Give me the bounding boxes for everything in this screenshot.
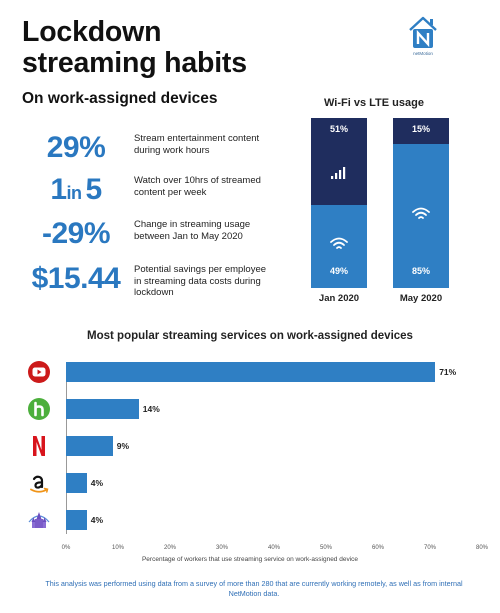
bar-value-label: 14% <box>142 404 160 414</box>
title-line-1: Lockdown <box>22 16 162 48</box>
column-may-2020: 15% 85% <box>393 118 449 288</box>
x-tick-label: 70% <box>423 545 436 551</box>
lte-value-label: 51% <box>329 124 348 134</box>
page-subtitle: On work-assigned devices <box>22 90 218 107</box>
bar-value-label: 9% <box>116 441 130 451</box>
stat-row-3: -29% Change in streaming usage between J… <box>24 216 404 256</box>
stat-row-4: $15.44 Potential savings per employee in… <box>24 261 404 301</box>
cellular-signal-icon <box>331 167 346 180</box>
netflix-icon <box>33 436 45 456</box>
column-jan-2020: 51% 49% <box>311 118 367 288</box>
bar-value-label: 71% <box>439 367 457 377</box>
page-title: Lockdown streaming habits <box>22 17 247 79</box>
stat-value: -29% <box>41 217 111 250</box>
house-logo-icon <box>409 16 437 48</box>
bar-value-label: 4% <box>90 478 104 488</box>
stat-description: Potential savings per employee in stream… <box>134 264 267 298</box>
stat-value: $15.44 <box>31 262 121 295</box>
amazon-icon <box>30 475 49 493</box>
stat-description: Watch over 10hrs of streamed content per… <box>134 175 261 198</box>
stat-description: Stream entertainment content during work… <box>134 133 260 156</box>
bar-netflix <box>66 436 113 456</box>
disney-icon <box>28 512 50 528</box>
lte-segment <box>393 118 449 144</box>
lte-segment <box>311 118 367 205</box>
wifi-segment <box>393 143 449 288</box>
hulu-icon <box>28 398 50 420</box>
logo-text: netMotion <box>413 51 433 56</box>
bar-youtube <box>66 362 436 382</box>
x-tick-label: 30% <box>215 545 228 551</box>
youtube-icon <box>28 361 50 383</box>
lte-value-label: 15% <box>411 124 430 134</box>
x-tick-label: 80% <box>475 545 488 551</box>
x-axis-label: Percentage of workers that use streaming… <box>141 556 359 563</box>
x-label-jan-2020: Jan 2020 <box>318 293 360 304</box>
stat-value: 29% <box>46 131 106 164</box>
x-label-may-2020: May 2020 <box>399 293 443 304</box>
stat-row-2: 1in 5 Watch over 10hrs of streamed conten… <box>24 172 404 212</box>
bar-value-label: 4% <box>90 515 104 525</box>
wifi-icon <box>330 237 348 250</box>
netmotion-logo <box>408 14 438 56</box>
wifi-segment <box>311 204 367 288</box>
streaming-chart-title: Most popular streaming services on work-… <box>87 330 413 342</box>
x-tick-label: 0% <box>61 545 71 551</box>
stat-value: 1in 5 <box>24 172 128 211</box>
title-line-2: streaming habits <box>22 47 247 79</box>
wifi-icon <box>412 207 430 219</box>
stat-value-b: 5 <box>85 173 103 206</box>
wifi-value-label: 49% <box>329 266 348 276</box>
x-tick-label: 10% <box>111 545 124 551</box>
bar-amazon <box>66 473 87 493</box>
x-tick-label: 60% <box>371 545 384 551</box>
wifi-lte-chart-title: Wi-Fi vs LTE usage <box>324 97 424 109</box>
bar-disney <box>66 510 87 530</box>
stat-description: Change in streaming usage between Jan to… <box>134 219 251 242</box>
x-tick-label: 50% <box>319 545 332 551</box>
wifi-value-label: 85% <box>411 266 430 276</box>
x-tick-label: 40% <box>267 545 280 551</box>
footnote: This analysis was performed using data f… <box>45 579 463 598</box>
stat-row-1: 29% Stream entertainment content during … <box>24 130 404 170</box>
stat-value-in: in <box>66 183 83 203</box>
bar-hulu <box>66 399 139 419</box>
stat-value-a: 1 <box>50 173 67 206</box>
x-tick-label: 20% <box>163 545 176 551</box>
